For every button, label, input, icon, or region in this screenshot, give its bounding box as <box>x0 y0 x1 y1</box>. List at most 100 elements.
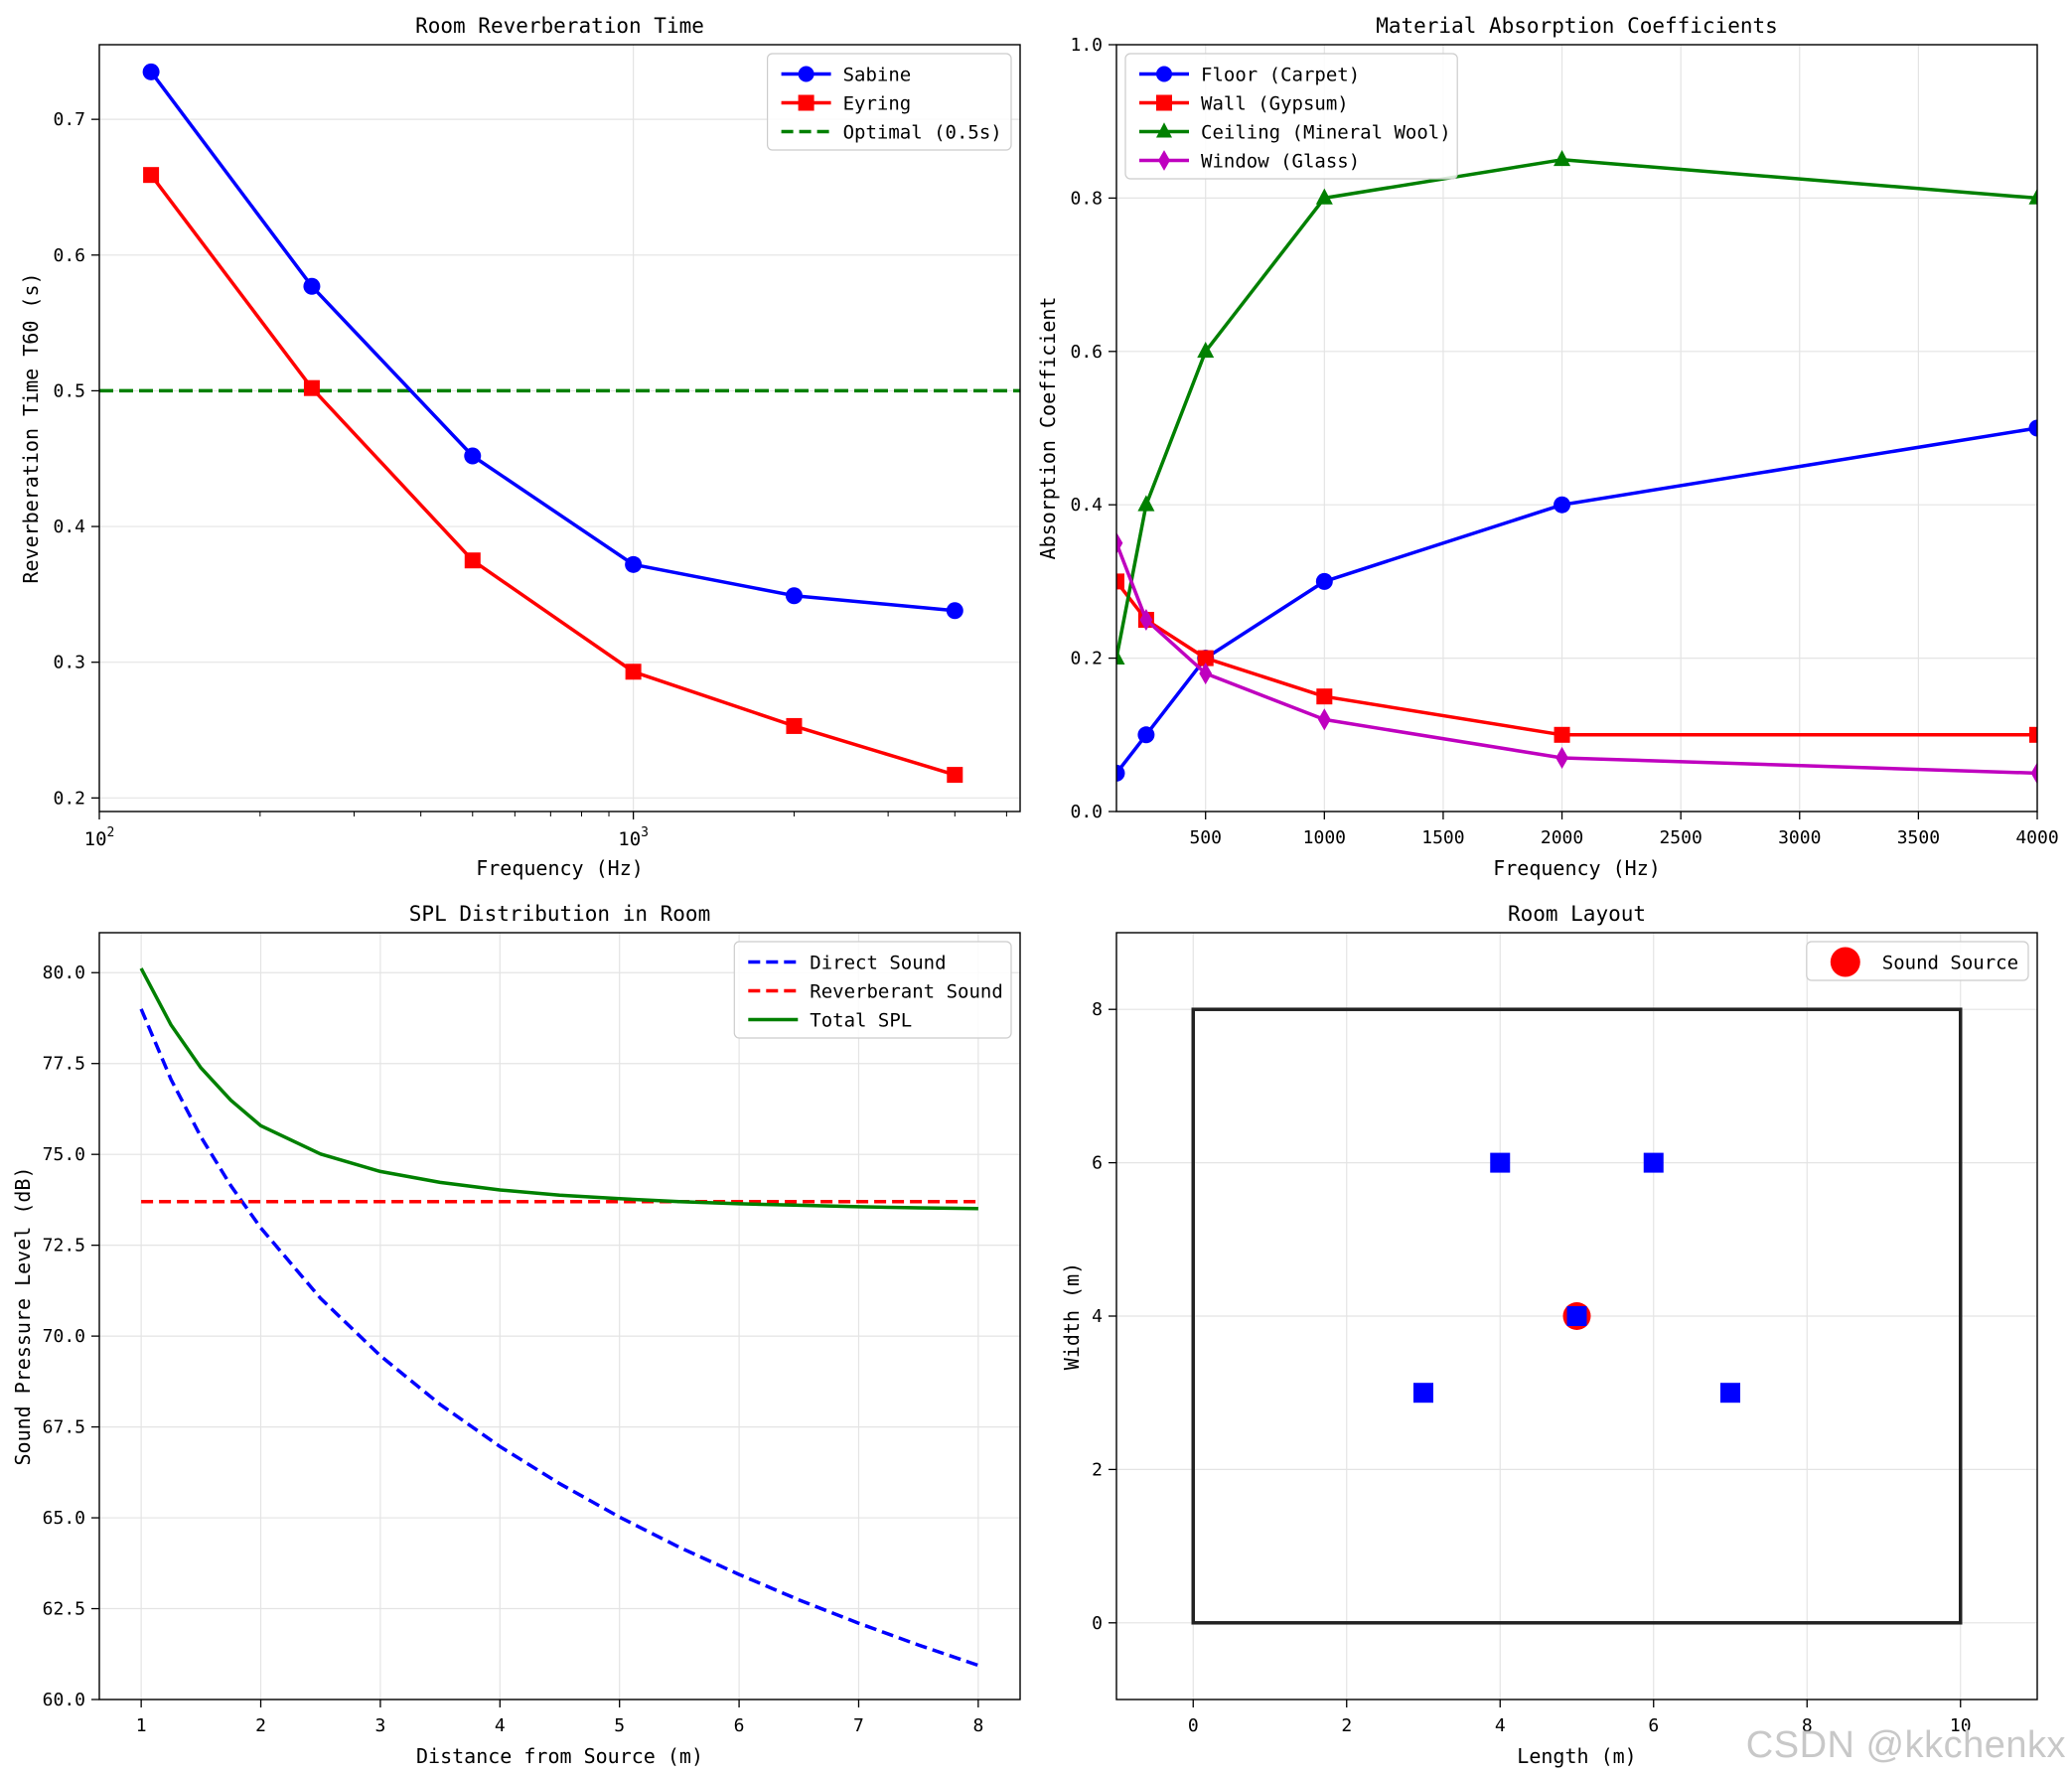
plot-area <box>1191 1007 1963 1625</box>
x-tick-label: 500 <box>1189 827 1222 848</box>
series-wall-gypsum-point <box>1116 573 1124 590</box>
series-direct-sound-line <box>139 1008 979 1668</box>
axes-frame <box>1115 932 2038 1701</box>
y-tick-label: 0.6 <box>1070 342 1103 363</box>
y-tick-label: 4 <box>1092 1306 1103 1327</box>
series-total-spl-line <box>139 967 978 1211</box>
chart-title: Room Reverberation Time <box>415 14 704 38</box>
series-eyring-point <box>947 767 963 784</box>
chart-layout: 0 2 4 6 8 10 0 2 4 6 8 Room Layout Length (m) Width (… <box>1060 902 2038 1768</box>
x-tick-label: 103 <box>618 825 649 850</box>
legend-marker <box>1156 94 1172 111</box>
legend-marker <box>798 66 814 82</box>
legend-label: Direct Sound <box>810 953 946 974</box>
series-sabine-point <box>464 447 482 465</box>
axes-frame <box>1115 44 2038 813</box>
y-tick-label: 2 <box>1092 1459 1103 1480</box>
series-wall-gypsum-point <box>1316 688 1333 705</box>
y-tick-label: 77.5 <box>43 1054 85 1075</box>
x-tick-label: 102 <box>84 825 115 850</box>
receiver-point <box>1643 1152 1664 1173</box>
y-tick-label: 8 <box>1092 999 1103 1020</box>
series-window-glass-point <box>1317 708 1331 731</box>
legend-label: Total SPL <box>810 1010 912 1032</box>
series-wall-gypsum-point <box>1197 650 1214 666</box>
x-axis-label: Length (m) <box>1517 1744 1636 1768</box>
y-tick-label: 1.0 <box>1070 35 1103 56</box>
y-tick-label: 0.5 <box>53 380 85 401</box>
x-tick-label: 0 <box>1188 1715 1199 1736</box>
receiver-point <box>1720 1383 1740 1404</box>
y-tick-label: 75.0 <box>43 1144 85 1165</box>
y-tick-label: 72.5 <box>43 1236 85 1257</box>
receiver-point <box>1413 1383 1433 1404</box>
series-sabine-point <box>142 63 160 80</box>
grid <box>1116 44 2038 813</box>
x-tick-label: 1000 <box>1303 827 1346 848</box>
plot-area <box>139 967 979 1668</box>
x-tick-label: 7 <box>853 1715 864 1736</box>
y-tick-label: 0.8 <box>1070 188 1103 209</box>
series-window-glass-point <box>1199 662 1213 685</box>
grid <box>98 45 1020 812</box>
x-tick-label: 8 <box>1802 1715 1813 1736</box>
legend-box <box>766 53 1012 151</box>
plot-area <box>99 63 1020 784</box>
x-tick-label: 10 <box>1950 1715 1972 1736</box>
legend-box <box>1806 941 2029 981</box>
series-window-glass-point <box>2030 762 2037 785</box>
legend-label: Sabine <box>843 65 912 86</box>
y-tick-label: 0.4 <box>53 517 85 537</box>
series-floor-carpet-point <box>1116 764 1125 782</box>
y-tick-label: 65.0 <box>43 1508 85 1529</box>
series-eyring-point <box>143 167 160 184</box>
series-eyring-line <box>149 174 956 777</box>
series-eyring-point <box>786 717 803 734</box>
y-tick-label: 67.5 <box>43 1417 85 1438</box>
y-tick-label: 0.7 <box>53 109 85 130</box>
x-tick-label: 2500 <box>1659 827 1702 848</box>
receiver-point <box>1490 1152 1511 1173</box>
series-floor-carpet-point <box>1315 572 1333 590</box>
series-window-glass-point <box>1116 531 1123 554</box>
y-tick-label: 0.4 <box>1070 495 1103 516</box>
x-axis-label: Distance from Source (m) <box>416 1744 703 1768</box>
legend-label: Eyring <box>843 93 912 115</box>
y-tick-label: 80.0 <box>43 962 85 983</box>
receiver-point <box>1566 1306 1587 1326</box>
x-axis-label: Frequency (Hz) <box>476 856 644 880</box>
y-axis-label: Reverberation Time T60 (s) <box>19 272 43 583</box>
series-ceiling-mineral-wool-point <box>1197 342 1215 359</box>
series-floor-carpet-point <box>2028 419 2037 437</box>
x-tick-label: 3000 <box>1778 827 1821 848</box>
x-tick-label: 5 <box>614 1715 625 1736</box>
legend-label: Window (Glass) <box>1201 151 1360 173</box>
x-tick-label: 2 <box>1341 1715 1352 1736</box>
series-sabine-point <box>785 587 803 605</box>
legend-marker <box>1156 66 1172 82</box>
legend-marker <box>1830 947 1860 977</box>
y-axis-label: Width (m) <box>1060 1262 1084 1370</box>
series-ceiling-mineral-wool-point <box>1315 188 1333 205</box>
series-eyring-point <box>625 664 642 680</box>
legend-label: Wall (Gypsum) <box>1201 93 1349 115</box>
y-tick-label: 0.2 <box>1070 649 1103 669</box>
legend-label: Ceiling (Mineral Wool) <box>1201 122 1451 144</box>
series-ceiling-mineral-wool-point <box>1554 150 1571 167</box>
y-axis-label: Absorption Coefficient <box>1036 297 1060 560</box>
legend: Sabine Eyring Optimal (0.5s) <box>766 53 1012 151</box>
series-wall-gypsum-point <box>1554 726 1570 743</box>
y-tick-label: 62.5 <box>43 1599 85 1620</box>
series-sabine-line <box>149 71 956 613</box>
legend: Direct Sound Reverberant Sound Total SPL <box>733 941 1012 1039</box>
series-sabine-point <box>946 602 963 620</box>
y-tick-label: 0.6 <box>53 245 85 266</box>
series-window-glass-point <box>1139 608 1153 632</box>
x-tick-label: 4 <box>1495 1715 1506 1736</box>
series-wall-gypsum-point <box>2029 726 2037 743</box>
y-tick-label: 0.3 <box>53 653 85 673</box>
chart-reverb: 102 103 0.2 0.3 0.4 0.5 0.6 0.7 Room Reverberati… <box>19 14 1021 880</box>
series-floor-carpet-point <box>1137 726 1155 744</box>
y-tick-label: 6 <box>1092 1153 1103 1174</box>
